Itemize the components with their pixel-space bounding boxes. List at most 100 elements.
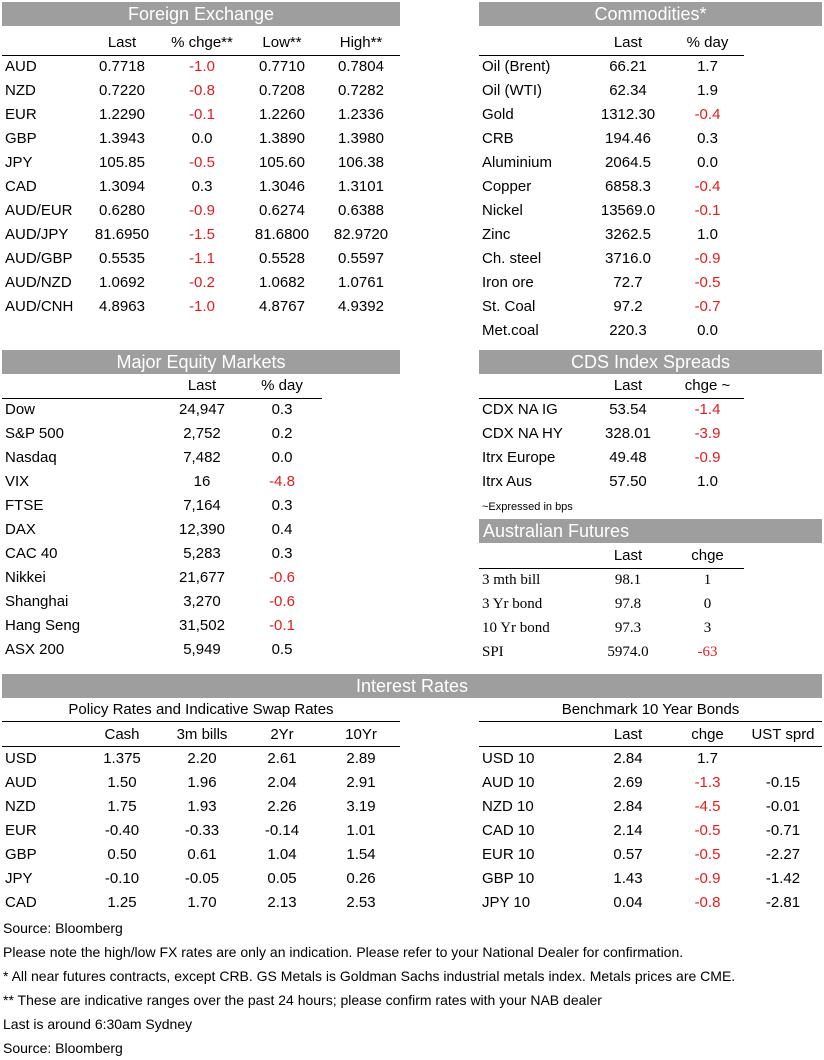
bond-ust-spread: -0.01 (765, 798, 801, 815)
cds-change: -0.9 (694, 449, 721, 466)
commodity-pct-day: 1.7 (697, 58, 718, 75)
equity-index: VIX (5, 473, 30, 490)
policy-col-bills: 3m bills (176, 726, 228, 743)
commodity-last: 3262.5 (605, 226, 651, 243)
fx-row: AUD/EUR 0.6280 -0.9 0.6274 0.6388 (2, 199, 400, 223)
fx-row: AUD/JPY 81.6950 -1.5 81.6800 82.9720 (2, 223, 400, 247)
commodity-name: Met.coal (482, 322, 539, 339)
policy-currency: CAD (5, 894, 37, 911)
equity-row: CAC 40 5,283 0.3 (2, 542, 322, 566)
policy-cash: 1.75 (107, 798, 137, 815)
equity-index: ASX 200 (5, 641, 65, 658)
commodity-pct-day: -0.5 (694, 274, 721, 291)
fx-pct-change: -1.5 (189, 226, 215, 243)
fx-pct-change: -1.0 (189, 298, 215, 315)
equity-col-last: Last (187, 377, 217, 394)
futures-change: 3 (703, 620, 712, 636)
bond-benchmark: EUR 10 (482, 846, 535, 863)
fx-low: 0.7208 (259, 82, 305, 99)
fx-high: 4.9392 (338, 298, 384, 315)
policy-cash: 1.50 (107, 774, 137, 791)
fx-low: 1.3046 (259, 178, 305, 195)
equity-row: Dow 24,947 0.3 (2, 398, 322, 422)
cds-last: 49.48 (609, 449, 647, 466)
commodities-header: Commodities* (479, 2, 822, 26)
commodities-col-last: Last (613, 34, 643, 51)
fx-pct-change: 0.3 (191, 178, 213, 195)
futures-contract: 3 mth bill (482, 572, 541, 588)
equity-index: Shanghai (5, 593, 69, 610)
futures-col-chge: chge (691, 547, 724, 564)
policy-cash: 1.25 (107, 894, 137, 911)
commodities-col-blank (479, 31, 585, 55)
commodity-last: 97.2 (613, 298, 643, 315)
fx-row: AUD 0.7718 -1.0 0.7710 0.7804 (2, 55, 400, 79)
fx-row: EUR 1.2290 -0.1 1.2260 1.2336 (2, 103, 400, 127)
cds-row: CDX NA HY 328.01 -3.9 (479, 422, 744, 446)
fx-last: 81.6950 (94, 226, 150, 243)
cds-index: Itrx Europe (482, 449, 556, 466)
fx-last: 0.6280 (99, 202, 145, 219)
fx-pct-change: -0.5 (189, 154, 215, 171)
bonds-table: Last chge UST sprd USD 10 2.84 1.7 AUD 10 2.… (479, 723, 822, 915)
commodity-row: Oil (Brent) 66.21 1.7 (479, 55, 744, 79)
commodity-row: St. Coal 97.2 -0.7 (479, 295, 744, 319)
policy-currency: AUD (5, 774, 37, 791)
commodity-pct-day: 1.0 (697, 226, 718, 243)
bond-ust-spread: -1.42 (765, 870, 801, 887)
equity-index: S&P 500 (5, 425, 64, 442)
policy-cash: 1.375 (103, 750, 141, 767)
policy-bills: 1.70 (187, 894, 217, 911)
policy-2yr: 1.04 (267, 846, 297, 863)
cds-change: -3.9 (694, 425, 721, 442)
cds-row: Itrx Aus 57.50 1.0 (479, 470, 744, 494)
policy-row: NZD 1.75 1.93 2.26 3.19 (2, 795, 400, 819)
policy-bills: -0.33 (184, 822, 220, 839)
equity-last: 5,283 (183, 545, 221, 562)
policy-cash: 0.50 (107, 846, 137, 863)
equity-pct-day: -0.1 (269, 617, 295, 634)
bond-row: AUD 10 2.69 -1.3 -0.15 (479, 771, 822, 795)
policy-row: CAD 1.25 1.70 2.13 2.53 (2, 891, 400, 915)
equity-table: Last % day Dow 24,947 0.3 S&P 500 2,752 0.2 Na… (2, 374, 322, 662)
commodity-pct-day: 1.9 (697, 82, 718, 99)
commodity-name: Iron ore (482, 274, 534, 291)
bond-last: 2.14 (613, 822, 643, 839)
policy-rates-table: Cash 3m bills 2Yr 10Yr USD 1.375 2.20 2.61 2… (2, 723, 400, 915)
bond-last: 0.04 (613, 894, 643, 911)
bond-last: 2.84 (613, 750, 643, 767)
commodity-row: Copper 6858.3 -0.4 (479, 175, 744, 199)
fx-row: JPY 105.85 -0.5 105.60 106.38 (2, 151, 400, 175)
equity-last: 24,947 (179, 401, 225, 418)
commodity-last: 2064.5 (605, 154, 651, 171)
equity-row: Nasdaq 7,482 0.0 (2, 446, 322, 470)
policy-10yr: 3.19 (346, 798, 376, 815)
policy-2yr: 2.26 (267, 798, 297, 815)
cds-last: 328.01 (605, 425, 651, 442)
bond-row: EUR 10 0.57 -0.5 -2.27 (479, 843, 822, 867)
fx-high: 0.5597 (338, 250, 384, 267)
policy-cash: -0.10 (104, 870, 140, 887)
fx-currency: CAD (5, 178, 37, 195)
policy-2yr: 0.05 (267, 870, 297, 887)
equity-pct-day: 0.0 (271, 449, 293, 466)
policy-cash: -0.40 (104, 822, 140, 839)
policy-10yr: 0.26 (346, 870, 376, 887)
commodity-name: Ch. steel (482, 250, 542, 267)
commodity-last: 3716.0 (605, 250, 651, 267)
bond-change: -1.3 (694, 774, 721, 791)
bonds-header-underline (479, 746, 822, 747)
fx-low: 0.5528 (259, 250, 305, 267)
equity-index: Hang Seng (5, 617, 81, 634)
bond-change: -0.5 (694, 822, 721, 839)
footnote-source-2: Source: Bloomberg (3, 1040, 123, 1056)
equity-row: Hang Seng 31,502 -0.1 (2, 614, 322, 638)
equity-pct-day: -0.6 (269, 569, 295, 586)
commodity-last: 1312.30 (600, 106, 656, 123)
equity-pct-day: 0.4 (271, 521, 293, 538)
policy-subtitle-underline (2, 721, 400, 722)
bond-row: USD 10 2.84 1.7 (479, 747, 822, 771)
fx-low: 105.60 (259, 154, 305, 171)
equity-row: Nikkei 21,677 -0.6 (2, 566, 322, 590)
bond-benchmark: USD 10 (482, 750, 535, 767)
